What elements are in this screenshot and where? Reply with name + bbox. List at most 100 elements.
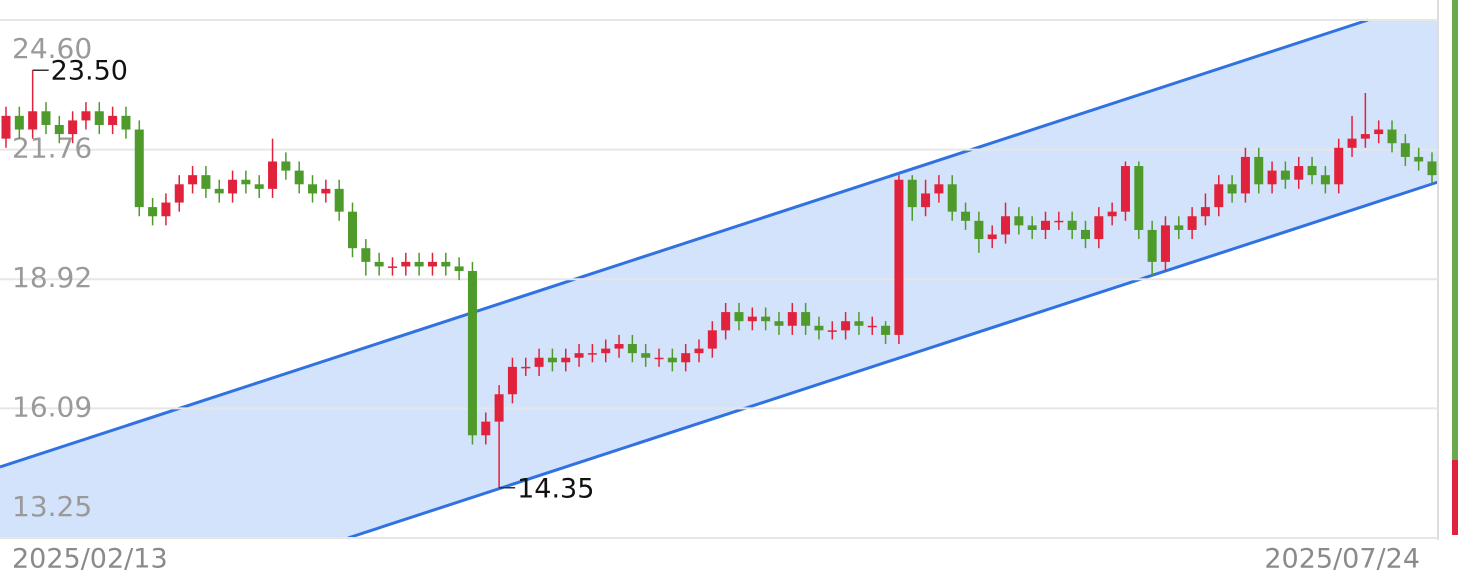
candle-body xyxy=(707,330,717,349)
candle-body xyxy=(294,170,304,185)
candle-body xyxy=(614,344,624,349)
side-bar-red xyxy=(1452,460,1458,535)
candle-body xyxy=(1267,170,1277,185)
candle-body xyxy=(401,261,411,267)
candle-body xyxy=(867,325,877,328)
candle-body xyxy=(81,111,91,121)
y-tick-label: 18.92 xyxy=(12,261,92,294)
candle-body xyxy=(268,161,278,189)
candle-body xyxy=(894,179,904,335)
side-bar-green xyxy=(1452,0,1458,460)
candle-body xyxy=(1374,129,1384,135)
candle-body xyxy=(1214,184,1224,208)
candle-body xyxy=(321,188,331,194)
candle-body xyxy=(534,357,544,367)
candle-body xyxy=(841,321,851,331)
candle-body xyxy=(361,248,371,262)
candle-body xyxy=(1041,220,1051,230)
candle-body xyxy=(161,202,171,217)
candle-body xyxy=(1280,170,1290,180)
candle-body xyxy=(281,161,291,171)
candle-body xyxy=(961,211,971,221)
candle-body xyxy=(454,266,464,272)
candle-body xyxy=(254,184,264,189)
candle-body xyxy=(1107,211,1117,217)
candle-body xyxy=(881,325,891,335)
candle-body xyxy=(1227,184,1237,194)
candle-body xyxy=(1360,134,1370,139)
candle-body xyxy=(1054,220,1064,223)
candle-body xyxy=(188,175,198,185)
candle-body xyxy=(1414,156,1424,162)
candle-body xyxy=(481,421,491,436)
candle-body xyxy=(28,111,38,130)
candle-body xyxy=(1067,220,1077,230)
candle-body xyxy=(1334,147,1344,185)
candle-body xyxy=(947,184,957,212)
candle-body xyxy=(1294,166,1304,180)
x-date-end: 2025/07/24 xyxy=(1264,544,1420,575)
candle-body xyxy=(108,115,118,125)
channel-lower xyxy=(347,180,1439,540)
candle-body xyxy=(1094,216,1104,240)
candle-body xyxy=(507,366,517,395)
annotation-label: 14.35 xyxy=(517,473,594,504)
candle-body xyxy=(721,312,731,331)
candle-body xyxy=(68,120,78,135)
candle-body xyxy=(1120,166,1130,212)
candle-body xyxy=(14,115,24,130)
candle-body xyxy=(1347,138,1357,148)
candle-body xyxy=(1014,216,1024,226)
candle-body xyxy=(667,357,677,363)
candle-body xyxy=(214,188,224,194)
candle-body xyxy=(587,353,597,355)
candle-body xyxy=(601,348,611,354)
candle-body xyxy=(921,193,931,208)
candle-body xyxy=(1134,166,1144,230)
candle-body xyxy=(1240,156,1250,194)
candle-body xyxy=(1001,216,1011,235)
candle-body xyxy=(1160,225,1170,262)
candle-body xyxy=(1174,225,1184,230)
x-date-start: 2025/02/13 xyxy=(12,544,168,575)
candle-body xyxy=(1027,225,1037,230)
candle-body xyxy=(814,325,824,331)
candle-body xyxy=(1,115,11,139)
annotation-label: 23.50 xyxy=(51,56,128,87)
candle-body xyxy=(654,357,664,360)
candle-body xyxy=(414,261,424,267)
candle-body xyxy=(774,321,784,326)
candle-body xyxy=(1387,129,1397,144)
candle-body xyxy=(574,353,584,358)
candle-body xyxy=(148,207,158,217)
candle-body xyxy=(228,179,238,194)
candle-body xyxy=(1307,166,1317,176)
candle-body xyxy=(54,124,64,135)
candle-body xyxy=(787,312,797,326)
candle-body xyxy=(547,357,557,363)
candle-body xyxy=(694,348,704,354)
candle-body xyxy=(747,316,757,322)
candle-body xyxy=(801,312,811,326)
candle-body xyxy=(308,184,318,194)
candle-body xyxy=(121,115,131,130)
candle-body xyxy=(1080,229,1090,240)
candle-body xyxy=(387,266,397,268)
candle-body xyxy=(641,353,651,358)
candle-body xyxy=(494,394,504,422)
candle-body xyxy=(521,366,531,369)
candle-body xyxy=(561,357,571,363)
y-tick-label: 13.25 xyxy=(12,490,92,523)
candle-body xyxy=(441,261,451,267)
candle-body xyxy=(41,111,51,125)
candle-body xyxy=(1427,161,1437,176)
candle-body xyxy=(1200,207,1210,217)
candle-body xyxy=(854,321,864,326)
candle-body xyxy=(1254,156,1264,185)
candle-body xyxy=(334,188,344,212)
candle-body xyxy=(1147,229,1157,262)
candle-body xyxy=(201,175,211,189)
candle-body xyxy=(467,271,477,436)
candle-body xyxy=(987,234,997,240)
